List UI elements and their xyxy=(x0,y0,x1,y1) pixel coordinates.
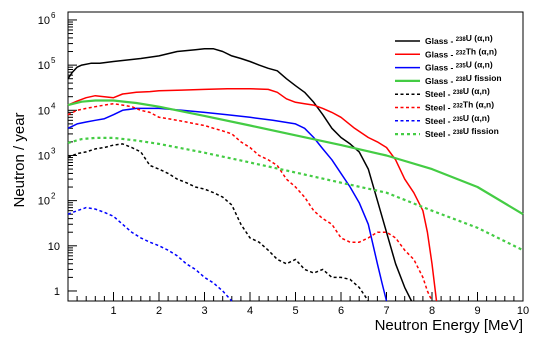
y-tick-label: 10 xyxy=(38,196,50,208)
x-tick-label: 3 xyxy=(201,305,207,317)
series-line-glass-232th-n xyxy=(67,87,438,302)
y-tick-label: 10 xyxy=(38,60,50,72)
x-tick-label: 5 xyxy=(292,305,298,317)
legend-entry: Glass - 235U (α,n) xyxy=(425,60,493,73)
y-tick-label: 10 xyxy=(38,105,50,117)
y-tick-exponent: 2 xyxy=(51,192,56,201)
series-line-glass-235u-n xyxy=(67,107,388,302)
x-tick-label: 1 xyxy=(110,305,116,317)
series-line-glass-238u-n xyxy=(67,48,413,302)
legend-entry: Glass - 232Th (α,n) xyxy=(425,46,497,59)
x-tick-label: 9 xyxy=(474,305,480,317)
legend-entry: Steel - 232Th (α,n) xyxy=(425,100,494,113)
legend-entry: Steel - 238U fission xyxy=(425,126,499,139)
series-line-steel-238u-fission xyxy=(67,136,524,252)
y-tick-exponent: 3 xyxy=(51,146,56,155)
series-line-glass-238u-fission xyxy=(67,99,524,216)
legend-entry: Glass - 238U (α,n) xyxy=(425,33,493,46)
x-axis-title: Neutron Energy [MeV] xyxy=(375,317,523,334)
x-tick-label: 6 xyxy=(338,305,344,317)
x-tick-labels: 1 2 3 4 5 6 7 8 9 10 xyxy=(110,305,529,317)
legend: Glass - 238U (α,n)Glass - 232Th (α,n)Gla… xyxy=(395,33,502,139)
y-tick-label: 10 xyxy=(38,150,50,162)
series-line-steel-232th-n xyxy=(67,102,433,302)
x-tick-label: 8 xyxy=(429,305,435,317)
series-line-steel-235u-n xyxy=(67,206,233,302)
series-lines xyxy=(67,48,524,302)
y-tick-label: 10 xyxy=(38,15,50,27)
y-tick-exponent: 4 xyxy=(51,101,56,110)
y-axis-title: Neutron / year xyxy=(11,112,28,207)
x-tick-label: 7 xyxy=(383,305,389,317)
y-tick-label: 10 xyxy=(48,241,60,253)
legend-entry: Glass - 238U fission xyxy=(425,73,502,86)
series-line-steel-238u-n xyxy=(67,143,369,302)
y-tick-exponent: 6 xyxy=(51,11,56,20)
x-tick-label: 10 xyxy=(517,305,529,317)
y-tick-exponent: 5 xyxy=(51,56,56,65)
x-tick-label: 4 xyxy=(247,305,253,317)
legend-entry: Steel - 238U (α,n) xyxy=(425,86,490,99)
y-tick-label: 1 xyxy=(54,286,60,298)
x-tick-label: 2 xyxy=(156,305,162,317)
axis-ticks xyxy=(68,19,515,301)
legend-entry: Steel - 235U (α,n) xyxy=(425,113,490,126)
